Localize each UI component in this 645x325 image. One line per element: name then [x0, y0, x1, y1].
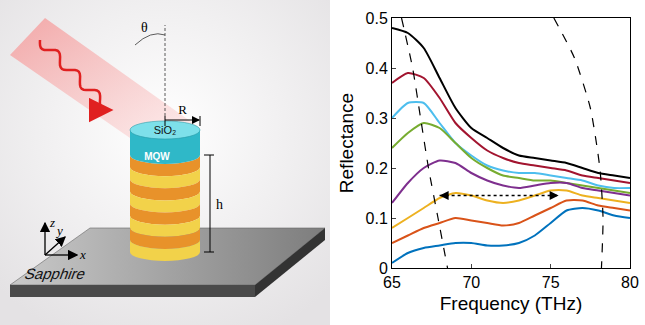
svg-text:y: y: [55, 223, 63, 238]
svg-text:80: 80: [621, 274, 639, 291]
svg-text:R: R: [178, 102, 187, 117]
svg-text:Frequency (THz): Frequency (THz): [440, 293, 583, 314]
svg-text:0.2: 0.2: [366, 160, 388, 177]
svg-text:65: 65: [383, 274, 401, 291]
svg-text:0.5: 0.5: [366, 10, 388, 27]
svg-text:z: z: [49, 215, 55, 230]
svg-text:70: 70: [462, 274, 480, 291]
svg-text:MQW: MQW: [144, 151, 170, 162]
svg-text:Reflectance: Reflectance: [336, 93, 357, 193]
svg-text:Sapphire: Sapphire: [22, 265, 88, 281]
svg-text:0.4: 0.4: [366, 60, 388, 77]
svg-text:75: 75: [542, 274, 560, 291]
svg-text:θ: θ: [141, 20, 148, 35]
svg-text:x: x: [79, 247, 86, 262]
svg-text:SiO₂: SiO₂: [153, 124, 177, 136]
svg-text:0.1: 0.1: [366, 210, 388, 227]
svg-text:h: h: [216, 197, 223, 212]
svg-text:0: 0: [379, 260, 388, 277]
svg-text:0.3: 0.3: [366, 110, 388, 127]
